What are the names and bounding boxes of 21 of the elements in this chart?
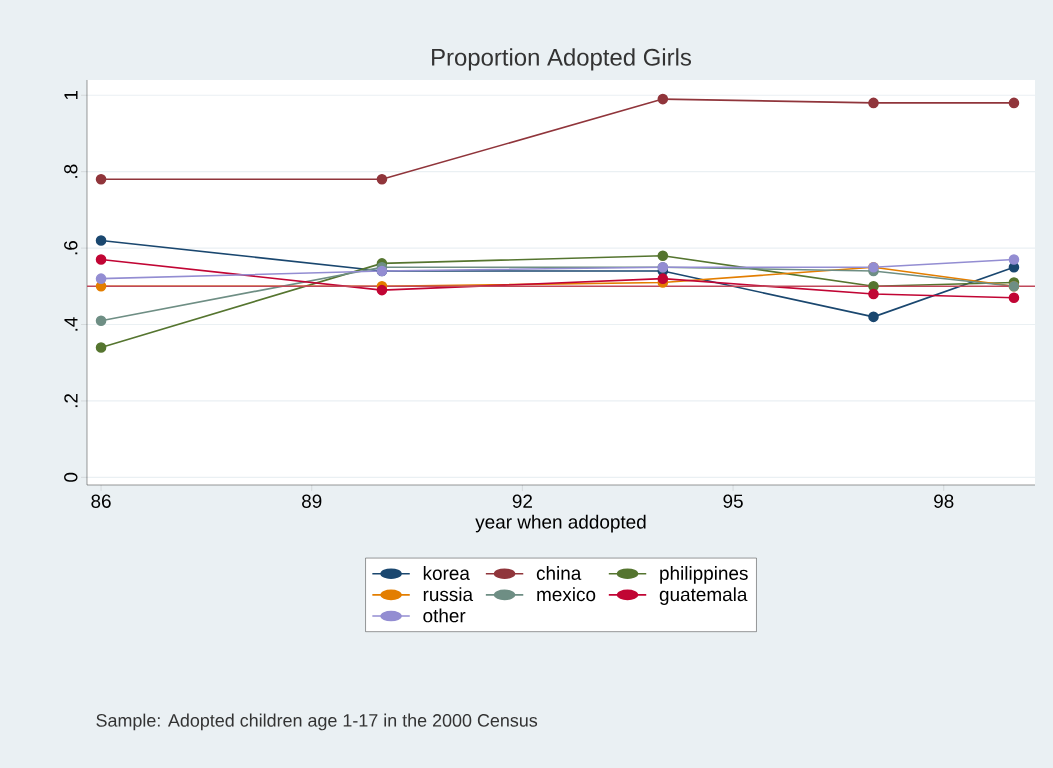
x-tick-label: 95 bbox=[723, 494, 743, 508]
y-tick-label: 0 bbox=[64, 472, 78, 482]
x-axis-title: year when addopted bbox=[475, 514, 646, 533]
legend-label: guatemala bbox=[659, 587, 748, 605]
text: Sample: Adopted children age 1-17 in the 2000 Census bbox=[96, 713, 538, 731]
y-tick-label: .6 bbox=[64, 241, 78, 255]
legend-label: korea bbox=[423, 566, 470, 580]
x-tick-label: 86 bbox=[91, 494, 111, 508]
x-tick-label: 92 bbox=[512, 494, 532, 508]
x-tick-label: 98 bbox=[934, 494, 954, 508]
legend-label: other bbox=[423, 608, 466, 623]
y-tick-label: .8 bbox=[64, 164, 78, 178]
y-tick-label: .2 bbox=[64, 393, 78, 408]
legend-label: philippines bbox=[660, 566, 748, 584]
chart-title: Proportion Adopted Girls bbox=[432, 48, 692, 71]
y-tick-label: .4 bbox=[64, 317, 78, 331]
legend-label: mexico bbox=[537, 587, 596, 602]
y-tick-label: 1 bbox=[64, 90, 78, 100]
legend-label: russia bbox=[423, 587, 474, 602]
legend-label: china bbox=[536, 566, 582, 580]
x-tick-label: 89 bbox=[302, 494, 322, 508]
